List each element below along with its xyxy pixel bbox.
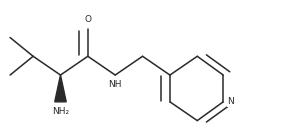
Text: O: O <box>84 15 91 24</box>
Text: NH: NH <box>109 80 122 89</box>
Text: NH₂: NH₂ <box>52 107 69 116</box>
Text: N: N <box>228 97 234 106</box>
Polygon shape <box>55 75 66 102</box>
